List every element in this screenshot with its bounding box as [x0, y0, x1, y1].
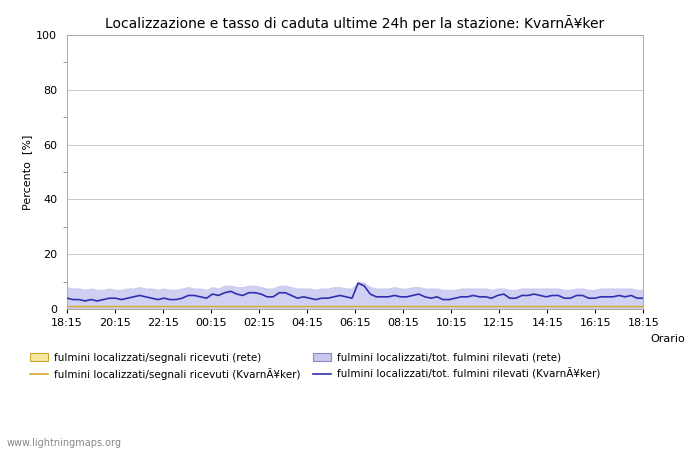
Text: www.lightningmaps.org: www.lightningmaps.org	[7, 438, 122, 448]
Text: Orario: Orario	[650, 334, 685, 344]
Legend: fulmini localizzati/segnali ricevuti (rete), fulmini localizzati/segnali ricevut: fulmini localizzati/segnali ricevuti (re…	[29, 353, 600, 380]
Title: Localizzazione e tasso di caduta ultime 24h per la stazione: KvarnÃ¥ker: Localizzazione e tasso di caduta ultime …	[106, 15, 605, 31]
Y-axis label: Percento  [%]: Percento [%]	[22, 135, 32, 210]
